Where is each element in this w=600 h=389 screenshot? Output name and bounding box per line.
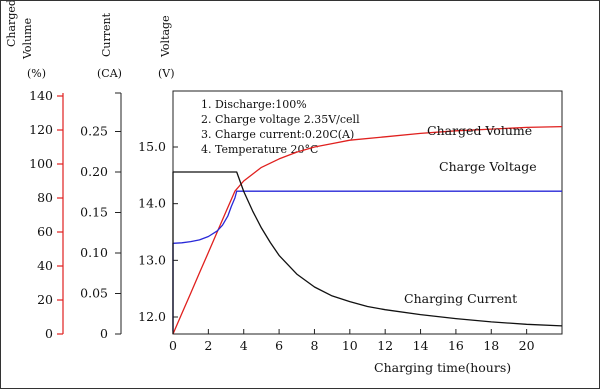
note-4: 4. Temperature 20°C <box>201 143 318 156</box>
volume-axis-title: Charged Volume (%) <box>5 1 46 80</box>
volume-tick-label: 60 <box>37 224 53 239</box>
label-charge-voltage: Charge Voltage <box>439 159 537 174</box>
voltage-axis-ticks: 12.0 13.0 14.0 15.0 <box>138 139 178 324</box>
test-conditions: 1. Discharge:100% 2. Charge voltage 2.35… <box>201 98 360 156</box>
note-3: 3. Charge current:0.20C(A) <box>201 128 354 141</box>
x-tick-label: 4 <box>240 338 248 353</box>
current-tick-label: 0.25 <box>80 124 108 139</box>
voltage-axis-title: Voltage (V) <box>158 15 175 80</box>
voltage-title-unit: (V) <box>158 67 175 80</box>
current-tick-label: 0.05 <box>80 286 108 301</box>
volume-tick-label: 40 <box>37 258 53 273</box>
series-line-charged-volume <box>172 125 563 335</box>
volume-tick-label: 20 <box>37 292 53 307</box>
volume-title-line1: Charged <box>5 1 18 47</box>
current-title-unit: (CA) <box>97 67 122 80</box>
current-tick-label: 0.20 <box>80 164 108 179</box>
volume-tick-label: 140 <box>29 88 53 103</box>
current-axis-ticks: 0 0.05 0.10 0.15 0.20 0.25 <box>80 92 121 341</box>
x-tick-label: 0 <box>169 338 177 353</box>
x-tick-label: 8 <box>310 338 318 353</box>
current-tick-label: 0 <box>100 326 108 341</box>
x-tick-label: 12 <box>377 338 393 353</box>
volume-title-unit: (%) <box>27 67 46 80</box>
x-tick-label: 6 <box>275 338 283 353</box>
current-title-line1: Current <box>100 12 113 57</box>
current-tick-label: 0.10 <box>80 245 108 260</box>
volume-tick-label: 100 <box>29 156 53 171</box>
x-axis-label: Charging time(hours) <box>374 360 511 375</box>
voltage-tick-label: 12.0 <box>138 309 166 324</box>
series-lines <box>172 125 563 335</box>
series-line-charging-current <box>172 171 563 334</box>
x-tick-label: 2 <box>204 338 212 353</box>
label-charged-volume: Charged Volume <box>427 123 532 138</box>
label-charging-current: Charging Current <box>404 291 517 306</box>
current-tick-label: 0.15 <box>80 205 108 220</box>
note-1: 1. Discharge:100% <box>201 98 307 111</box>
voltage-tick-label: 13.0 <box>138 252 166 267</box>
x-tick-label: 16 <box>448 338 464 353</box>
current-axis-title: Current (CA) <box>97 12 122 80</box>
x-tick-label: 18 <box>483 338 499 353</box>
volume-tick-label: 80 <box>37 190 53 205</box>
volume-axis-ticks: 0 20 40 60 80 100 120 140 <box>29 88 63 341</box>
volume-tick-label: 0 <box>45 326 53 341</box>
note-2: 2. Charge voltage 2.35V/cell <box>201 113 360 126</box>
series-line-charge-voltage <box>172 190 562 332</box>
voltage-title-line1: Voltage <box>159 15 172 58</box>
voltage-tick-label: 14.0 <box>138 196 166 211</box>
voltage-tick-label: 15.0 <box>138 139 166 154</box>
x-tick-label: 14 <box>413 338 429 353</box>
x-tick-label: 20 <box>519 338 535 353</box>
volume-title-line2: Volume <box>21 18 34 60</box>
x-axis-ticks: 0 2 4 6 8 10 12 14 16 18 20 <box>169 329 535 353</box>
x-tick-label: 10 <box>342 338 358 353</box>
volume-tick-label: 120 <box>29 122 53 137</box>
